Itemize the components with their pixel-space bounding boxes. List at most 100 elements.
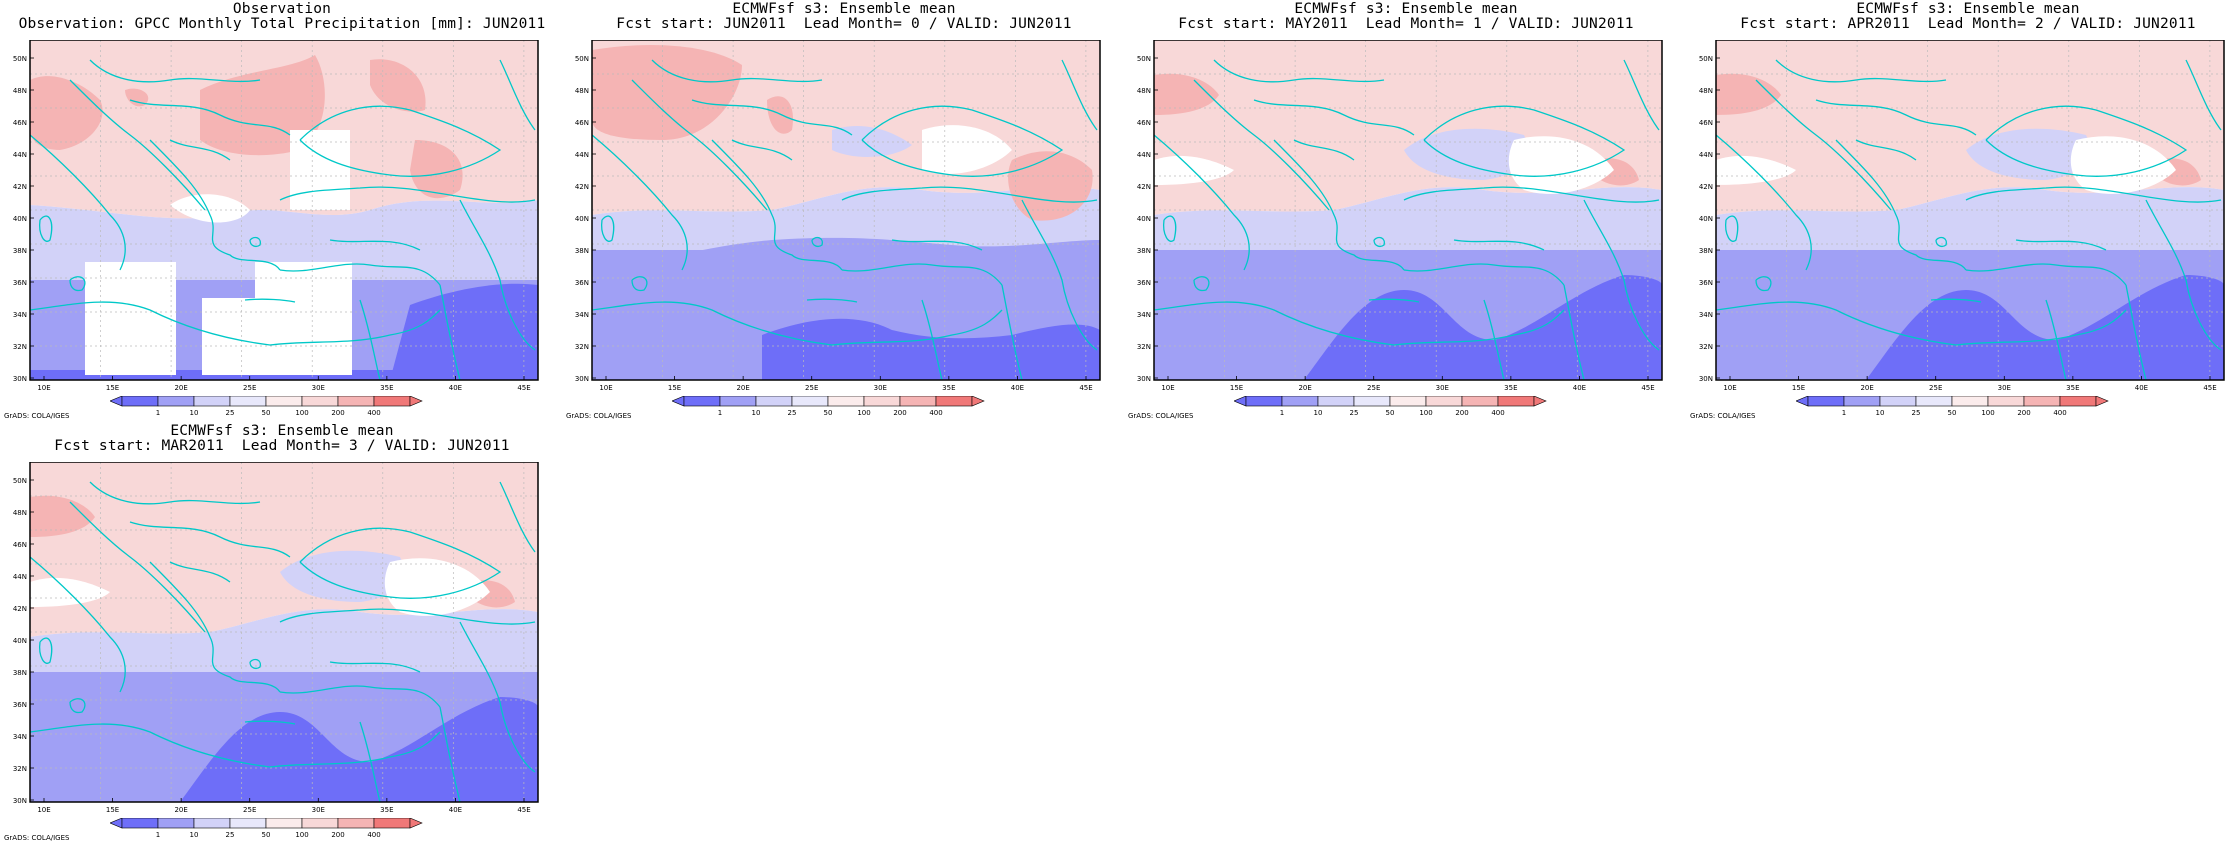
map-frame [591, 40, 1101, 381]
coastline [1755, 276, 1772, 292]
precip-field [30, 609, 538, 672]
lat-tick-label: 46N [1699, 119, 1713, 127]
coastline [299, 527, 502, 599]
lat-tick-label: 48N [13, 87, 27, 95]
grads-credit: GrADS: COLA/IGES [1690, 412, 1756, 420]
coastline [169, 139, 231, 161]
coastline [149, 139, 281, 271]
lon-tick-label: 30E [312, 384, 325, 392]
precip-field [30, 462, 538, 637]
precip-field [1716, 73, 1781, 115]
coastline [1213, 59, 1385, 83]
lon-tick-label: 40E [1011, 384, 1024, 392]
lon-tick-label: 20E [174, 384, 187, 392]
colorbar-swatch [1497, 396, 1535, 407]
colorbar-swatch [1425, 396, 1463, 407]
lat-tick-label: 38N [13, 247, 27, 255]
colorbar-swatch [1461, 396, 1499, 407]
coastline [1835, 139, 1967, 271]
panel-subtitle: Fcst start: MAR2011 Lead Month= 3 / VALI… [54, 438, 510, 454]
coastline [1725, 215, 1739, 242]
lat-tick-label: 44N [13, 151, 27, 159]
coastline [601, 215, 615, 242]
coastline [806, 298, 858, 303]
colorbar-swatch [1389, 396, 1427, 407]
panel-subtitle: Fcst start: JUN2011 Lead Month= 0 / VALI… [616, 16, 1072, 32]
precip-map: 50N 48N 46N 44N 42N 40N 38N 36N 34N 32N 30N 10E 15E 2… [575, 40, 1101, 392]
colorbar-swatch [229, 396, 267, 407]
coastline [299, 105, 502, 177]
lat-tick-label: 36N [1137, 279, 1151, 287]
precip-map: 50N 48N 46N 44N 42N 40N 38N 36N 34N 32N 30N 10E 15E 2… [13, 40, 539, 392]
grads-credit: GrADS: COLA/IGES [566, 412, 632, 420]
lon-tick-label: 25E [243, 384, 256, 392]
lat-tick-label: 30N [1699, 375, 1713, 383]
colorbar-label: 1 [156, 409, 160, 417]
coastline [244, 298, 296, 303]
colorbar-label: 1 [156, 831, 160, 839]
coastline [2185, 59, 2222, 131]
lat-tick-label: 50N [13, 55, 27, 63]
lon-tick-label: 15E [106, 806, 119, 814]
colorbar-label: 200 [893, 409, 906, 417]
precip-field [1154, 187, 1662, 250]
lat-tick-label: 48N [575, 87, 589, 95]
coastline [249, 236, 261, 247]
lon-tick-label: 20E [174, 806, 187, 814]
colorbar-label: 1 [1842, 409, 1846, 417]
map-panel-lead0: ECMWFsf s3: Ensemble mean Fcst start: JU… [564, 0, 1124, 420]
coastline [169, 561, 231, 583]
map-frame [1715, 40, 2225, 381]
colorbar-swatch [265, 396, 303, 407]
colorbar-swatch [193, 818, 231, 829]
coastline [89, 59, 261, 83]
colorbar-swatch [337, 818, 375, 829]
colorbar-swatch [1915, 396, 1953, 407]
map-frame [29, 462, 539, 803]
panel-title: ECMWFsf s3: Ensemble mean [1294, 1, 1518, 17]
colorbar-label: 1 [718, 409, 722, 417]
coastline [2015, 239, 2107, 251]
coastline [1403, 263, 1565, 286]
precip-field [767, 96, 793, 134]
lat-tick-label: 32N [575, 343, 589, 351]
lat-tick-label: 40N [575, 215, 589, 223]
colorbar-label: 10 [190, 831, 199, 839]
lat-tick-label: 42N [1137, 183, 1151, 191]
colorbar-swatch [1281, 396, 1319, 407]
coastline [149, 561, 281, 693]
lat-tick-label: 36N [13, 279, 27, 287]
coastline [1423, 105, 1626, 177]
lat-tick-label: 30N [13, 375, 27, 383]
colorbar-label: 50 [262, 831, 271, 839]
coastline [459, 199, 536, 351]
panel-subtitle: Fcst start: MAY2011 Lead Month= 1 / VALI… [1178, 16, 1634, 32]
lon-tick-label: 10E [37, 384, 50, 392]
colorbar-swatch [157, 818, 195, 829]
colorbar-swatch [229, 818, 267, 829]
lon-tick-label: 30E [312, 806, 325, 814]
lat-tick-label: 44N [575, 151, 589, 159]
lat-tick-label: 48N [13, 509, 27, 517]
panel-title: ECMWFsf s3: Ensemble mean [1856, 1, 2080, 17]
precip-field [410, 140, 463, 199]
coastline [279, 186, 536, 203]
lon-tick-label: 40E [449, 384, 462, 392]
lon-tick-label: 15E [668, 384, 681, 392]
coastline [69, 276, 86, 292]
lat-tick-label: 34N [13, 311, 27, 319]
coastline [439, 284, 461, 380]
colorbar-label: 25 [1350, 409, 1359, 417]
lat-tick-label: 38N [575, 247, 589, 255]
lon-tick-label: 20E [736, 384, 749, 392]
lon-tick-label: 45E [517, 384, 530, 392]
precip-field [1154, 73, 1219, 115]
colorbar-label: 200 [331, 409, 344, 417]
precip-field [832, 125, 912, 157]
precip-field [390, 283, 538, 380]
colorbar-swatch [899, 396, 937, 407]
colorbar-label: 25 [226, 409, 235, 417]
colorbar: 1 10 25 50 100 200 400 [1796, 396, 2109, 417]
panel-subtitle: Observation: GPCC Monthly Total Precipit… [18, 16, 546, 32]
precip-field [280, 550, 404, 602]
